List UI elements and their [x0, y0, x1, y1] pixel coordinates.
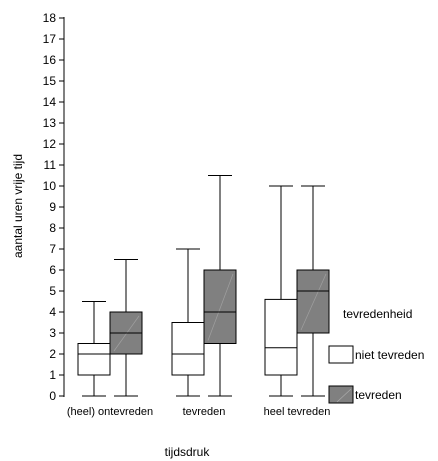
box-tevreden-2	[296, 185, 330, 397]
legend-swatch-tevreden	[328, 385, 354, 404]
x-category-label: tevreden	[183, 406, 226, 418]
y-tick-label: 4	[49, 305, 56, 319]
y-tick-label: 10	[43, 179, 57, 193]
legend-label-niet-tevreden: niet tevreden	[355, 348, 424, 362]
y-tick-label: 5	[49, 284, 56, 298]
legend-swatch-shine	[336, 388, 352, 403]
y-tick-label: 12	[43, 137, 57, 151]
category-labels: (heel) ontevreden tevreden heel tevreden	[67, 406, 330, 418]
box-niet-tevreden-1	[171, 248, 205, 397]
box-niet-tevreden-2	[264, 185, 298, 397]
y-tick-label: 15	[43, 74, 57, 88]
legend-title: tevredenheid	[343, 307, 412, 321]
box-niet-tevreden-0	[77, 301, 111, 397]
y-tick-label: 3	[49, 326, 56, 340]
y-tick-label: 1	[49, 368, 56, 382]
y-axis-label: aantal uren vrije tijd	[11, 154, 25, 258]
y-tick-label: 13	[43, 116, 57, 130]
y-tick-label: 2	[49, 347, 56, 361]
box-iqr	[77, 343, 111, 376]
y-tick-label: 18	[43, 11, 57, 25]
x-category-label: (heel) ontevreden	[67, 406, 153, 418]
y-tick-label: 8	[49, 221, 56, 235]
box-iqr	[203, 269, 237, 344]
box-shine	[207, 273, 234, 341]
y-tick-label: 14	[43, 95, 57, 109]
y-tick-label: 7	[49, 242, 56, 256]
y-tick-label: 17	[43, 32, 57, 46]
y-tick-label: 11	[44, 158, 57, 172]
x-category-label: heel tevreden	[264, 406, 331, 418]
box-iqr	[296, 269, 330, 334]
box-tevreden-1	[203, 175, 237, 397]
box-iqr	[171, 322, 205, 376]
legend: tevredenheid niet tevreden tevreden	[328, 307, 424, 404]
box-tevreden-0	[109, 259, 143, 397]
y-tick-label: 9	[49, 200, 56, 214]
plot-area	[77, 175, 330, 397]
x-axis-label: tijdsdruk	[165, 445, 211, 459]
y-tick-label: 6	[49, 263, 56, 277]
y-tick-label: 16	[43, 53, 57, 67]
legend-swatch-niet-tevreden	[328, 345, 354, 364]
y-tick-label: 0	[49, 389, 56, 403]
box-iqr	[264, 298, 298, 376]
box-shine	[300, 273, 327, 331]
legend-label-tevreden: tevreden	[355, 388, 402, 402]
